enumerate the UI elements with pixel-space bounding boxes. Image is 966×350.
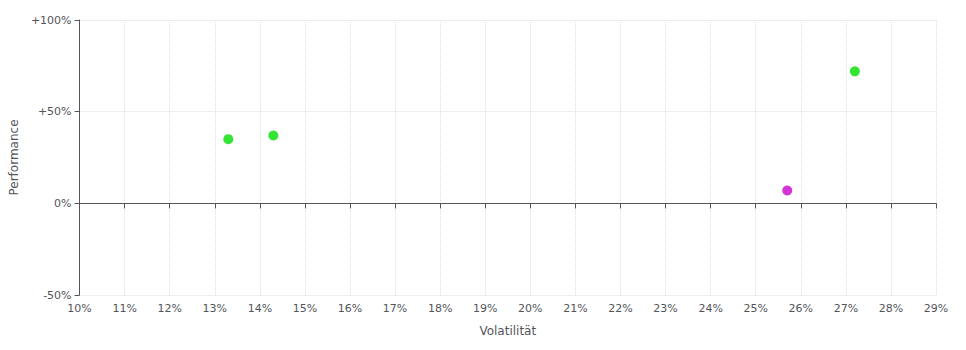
svg-text:14%: 14% bbox=[248, 302, 272, 315]
svg-text:-50%: -50% bbox=[43, 289, 71, 302]
svg-text:15%: 15% bbox=[293, 302, 317, 315]
svg-text:10%: 10% bbox=[67, 302, 91, 315]
svg-text:26%: 26% bbox=[789, 302, 813, 315]
svg-text:12%: 12% bbox=[157, 302, 181, 315]
svg-text:17%: 17% bbox=[383, 302, 407, 315]
svg-text:18%: 18% bbox=[428, 302, 452, 315]
svg-text:21%: 21% bbox=[563, 302, 587, 315]
svg-text:24%: 24% bbox=[698, 302, 722, 315]
svg-text:19%: 19% bbox=[473, 302, 497, 315]
svg-text:0%: 0% bbox=[54, 197, 71, 210]
svg-text:22%: 22% bbox=[608, 302, 632, 315]
svg-text:28%: 28% bbox=[879, 302, 903, 315]
svg-text:29%: 29% bbox=[924, 302, 948, 315]
svg-text:+50%: +50% bbox=[38, 105, 72, 118]
svg-text:16%: 16% bbox=[338, 302, 362, 315]
svg-text:13%: 13% bbox=[203, 302, 227, 315]
svg-text:+100%: +100% bbox=[31, 14, 72, 27]
svg-text:25%: 25% bbox=[743, 302, 767, 315]
svg-text:20%: 20% bbox=[518, 302, 542, 315]
svg-text:23%: 23% bbox=[653, 302, 677, 315]
svg-text:Performance: Performance bbox=[7, 119, 21, 195]
svg-text:11%: 11% bbox=[112, 302, 136, 315]
svg-text:27%: 27% bbox=[834, 302, 858, 315]
svg-text:Volatilität: Volatilität bbox=[479, 324, 536, 338]
